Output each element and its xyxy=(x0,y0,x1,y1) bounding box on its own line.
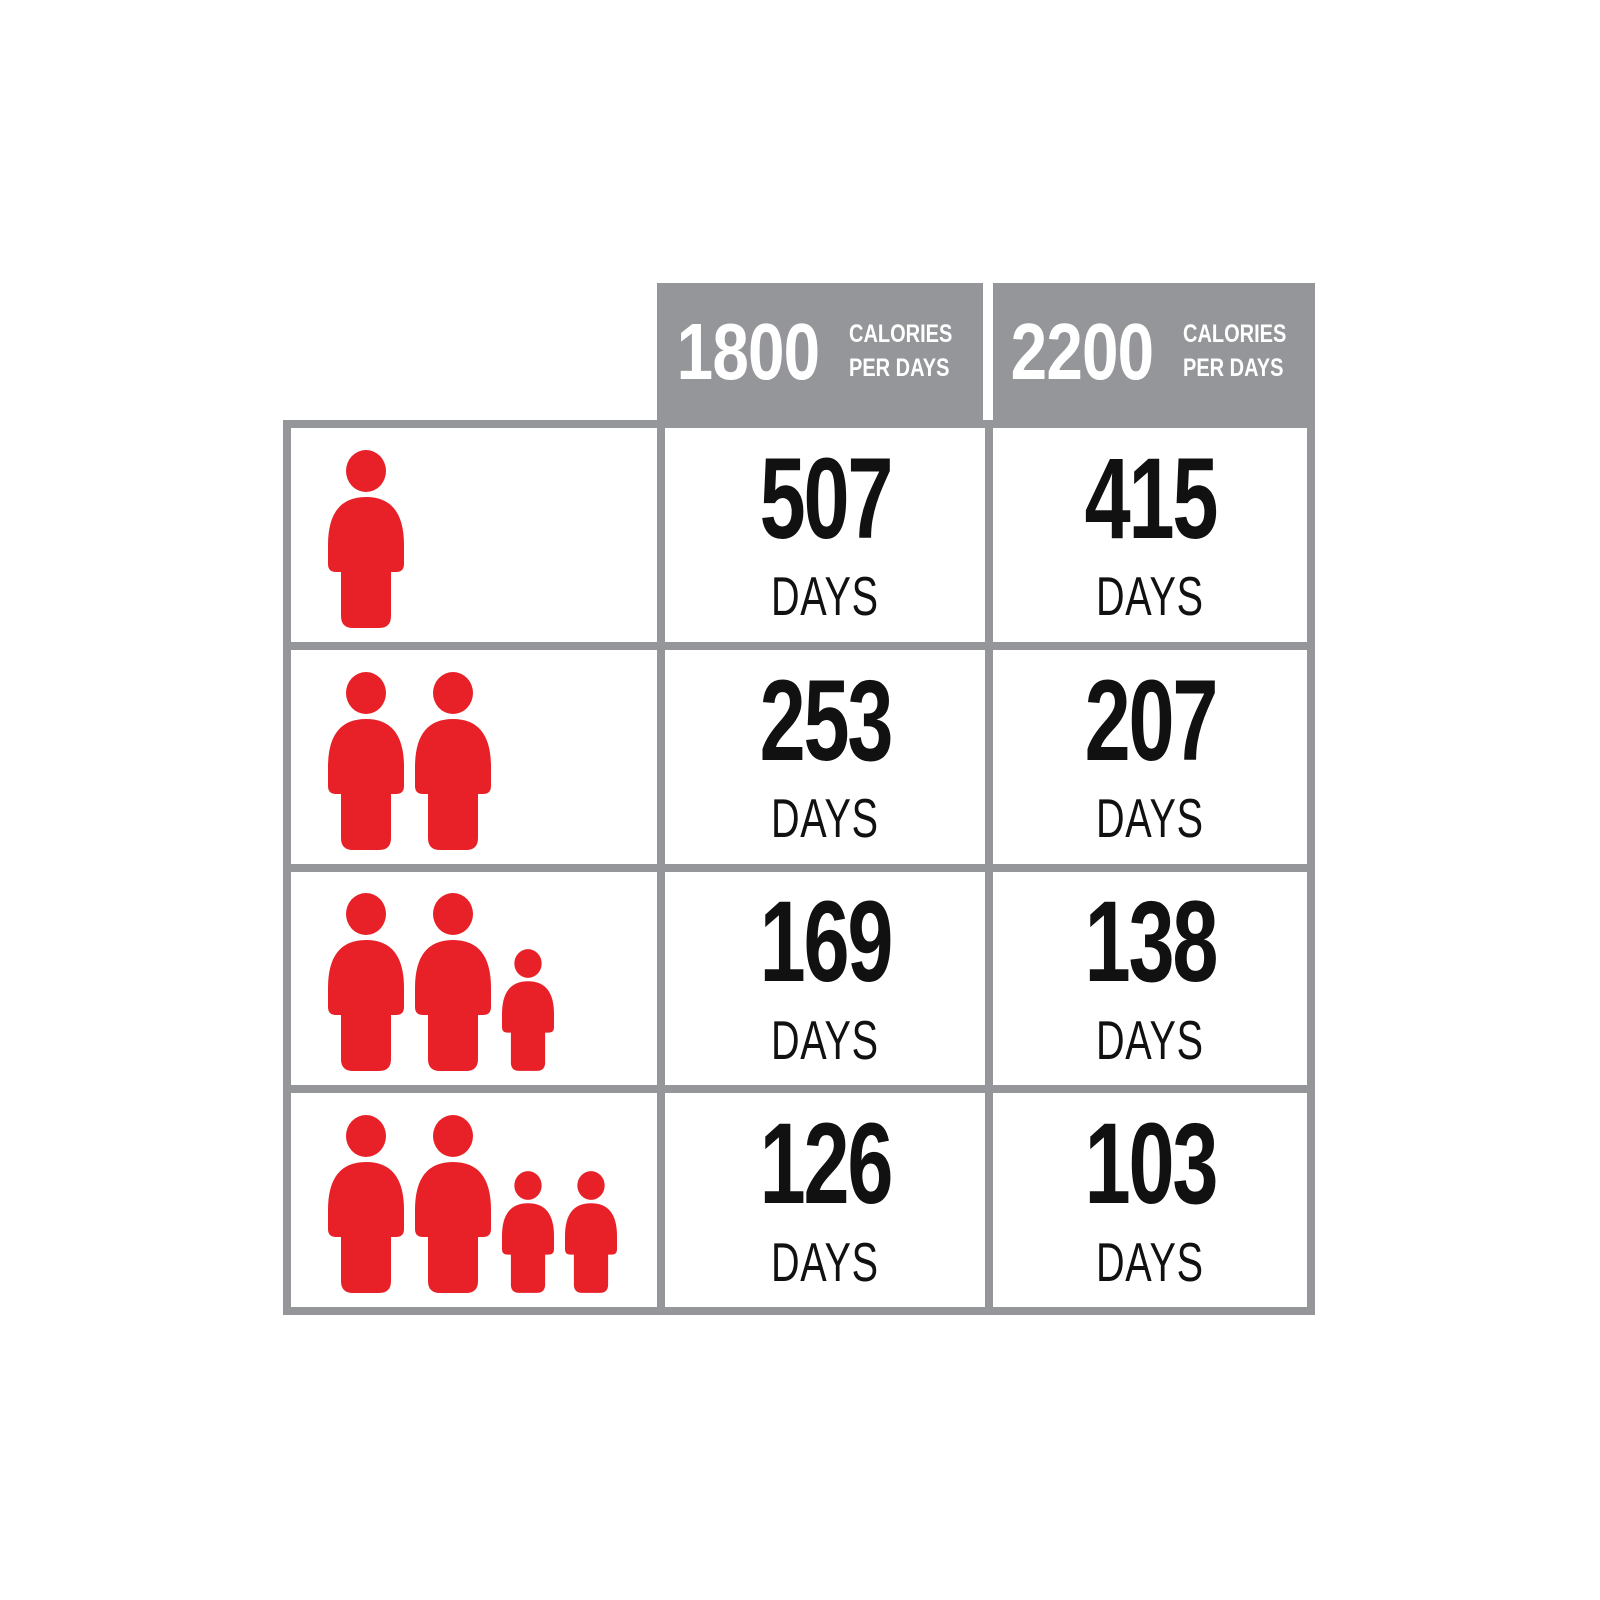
adult-person-icon xyxy=(415,893,491,1072)
adult-person-icon xyxy=(328,893,404,1072)
days-cell-1-2200: 415 DAYS xyxy=(993,428,1307,642)
household-3-people-cell xyxy=(291,871,657,1086)
days-unit-label: DAYS xyxy=(1096,787,1204,850)
adult-person-icon xyxy=(328,1115,404,1293)
days-value: 207 xyxy=(1084,656,1218,785)
header-2200-unit-line1: CALORIES xyxy=(1183,319,1287,348)
days-unit-label: DAYS xyxy=(1096,1230,1204,1293)
days-cell-2-2200: 207 DAYS xyxy=(993,649,1307,864)
days-cell-2-1800: 253 DAYS xyxy=(665,649,985,864)
adult-person-icon xyxy=(415,1115,491,1293)
data-table: 507 DAYS 415 DAYS 253 DAYS 207 DAYS 169 xyxy=(283,420,1315,1315)
days-value: 169 xyxy=(759,878,893,1007)
days-cell-4-1800: 126 DAYS xyxy=(665,1093,985,1307)
header-row: 1800 CALORIES PER DAYS 2200 CALORIES PER… xyxy=(283,283,1315,420)
adult-person-icon xyxy=(415,671,491,850)
child-person-icon xyxy=(502,1171,554,1293)
days-cell-3-2200: 138 DAYS xyxy=(993,871,1307,1086)
household-2-people-cell xyxy=(291,649,657,864)
days-unit-label: DAYS xyxy=(1096,1008,1204,1071)
header-1800-value: 1800 xyxy=(677,306,820,396)
days-value: 415 xyxy=(1084,434,1218,563)
header-1800-unit-line1: CALORIES xyxy=(849,319,953,348)
header-spacer xyxy=(283,283,657,420)
days-value: 126 xyxy=(759,1100,893,1229)
header-1800-unit-line2: PER DAYS xyxy=(849,353,950,382)
days-value: 253 xyxy=(759,656,893,785)
header-2200-unit: CALORIES PER DAYS xyxy=(1183,318,1312,386)
days-unit-label: DAYS xyxy=(771,787,879,850)
days-cell-3-1800: 169 DAYS xyxy=(665,871,985,1086)
household-4-people-cell xyxy=(291,1093,657,1307)
days-unit-label: DAYS xyxy=(771,1230,879,1293)
days-value: 103 xyxy=(1084,1100,1218,1229)
child-person-icon xyxy=(502,949,554,1072)
header-1800-calories: 1800 CALORIES PER DAYS xyxy=(657,283,983,420)
days-value: 138 xyxy=(1084,878,1218,1007)
adult-person-icon xyxy=(328,449,404,628)
days-unit-label: DAYS xyxy=(771,1008,879,1071)
household-1-person-cell xyxy=(291,428,657,642)
days-unit-label: DAYS xyxy=(771,565,879,628)
days-cell-4-2200: 103 DAYS xyxy=(993,1093,1307,1307)
header-2200-unit-line2: PER DAYS xyxy=(1183,353,1284,382)
header-1800-unit: CALORIES PER DAYS xyxy=(849,318,978,386)
header-2200-calories: 2200 CALORIES PER DAYS xyxy=(993,283,1315,420)
days-value: 507 xyxy=(759,434,893,563)
infographic: 1800 CALORIES PER DAYS 2200 CALORIES PER… xyxy=(283,283,1315,1315)
child-person-icon xyxy=(565,1171,617,1293)
header-gap xyxy=(983,283,993,420)
days-unit-label: DAYS xyxy=(1096,565,1204,628)
days-cell-1-1800: 507 DAYS xyxy=(665,428,985,642)
adult-person-icon xyxy=(328,671,404,850)
header-2200-value: 2200 xyxy=(1011,306,1154,396)
